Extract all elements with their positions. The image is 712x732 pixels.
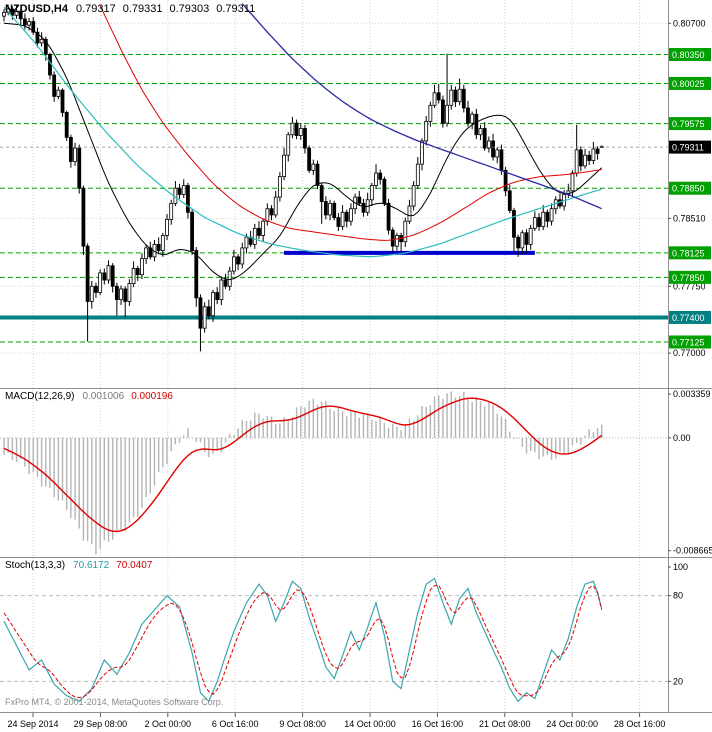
svg-text:0.80350: 0.80350 [672,50,705,60]
price-tag: 0.77850 [669,270,711,284]
svg-text:16 Oct 16:00: 16 Oct 16:00 [412,719,464,729]
svg-text:80: 80 [673,591,683,601]
svg-text:0.77850: 0.77850 [672,273,705,283]
svg-text:0.80025: 0.80025 [672,79,705,89]
stoch-signal-line [3,585,603,699]
svg-text:0.003359: 0.003359 [673,389,711,399]
time-axis[interactable]: 24 Sep 2014 29 Sep 08:00 2 Oct 00:00 6 Oct … [7,713,665,729]
svg-text:-0.008665: -0.008665 [673,546,712,556]
svg-text:0.77750: 0.77750 [673,281,706,291]
ma-black [3,22,603,281]
svg-text:100: 100 [673,562,688,572]
macd-panel[interactable] [0,391,668,555]
svg-text:29 Sep 08:00: 29 Sep 08:00 [74,719,128,729]
svg-text:0.79311: 0.79311 [672,143,704,153]
price-tag: 0.78125 [669,246,711,260]
panel-separators [0,0,712,713]
candles-layer[interactable] [2,4,604,352]
svg-text:0.80700: 0.80700 [673,18,706,28]
macd-signal-line [3,397,603,533]
svg-text:24 Oct 00:00: 24 Oct 00:00 [546,719,598,729]
stoch-panel[interactable] [0,577,668,703]
svg-text:0.77125: 0.77125 [672,337,705,347]
svg-text:0.79575: 0.79575 [672,119,705,129]
svg-text:6 Oct 16:00: 6 Oct 16:00 [212,719,259,729]
price-tag: 0.79575 [669,117,711,131]
svg-text:0.78850: 0.78850 [672,184,705,194]
svg-text:14 Oct 00:00: 14 Oct 00:00 [344,719,396,729]
svg-text:24 Sep 2014: 24 Sep 2014 [7,719,58,729]
svg-text:0.77000: 0.77000 [673,348,706,358]
svg-text:0.78510: 0.78510 [673,214,706,224]
price-tag: 0.78850 [669,181,711,195]
price-tag: 0.80350 [669,47,711,61]
svg-text:0.78125: 0.78125 [672,248,705,258]
svg-text:2 Oct 00:00: 2 Oct 00:00 [145,719,192,729]
ma-blue [241,3,602,210]
price-tag: 0.79311 [669,140,711,154]
price-tag: 0.77125 [669,335,711,349]
svg-text:9 Oct 08:00: 9 Oct 08:00 [279,719,326,729]
support-resistance-levels[interactable] [0,53,668,343]
svg-text:20: 20 [673,676,683,686]
ma-cyan [3,6,602,258]
svg-text:0.00: 0.00 [673,433,691,443]
stoch-main-line [3,577,603,703]
price-tag: 0.80025 [669,76,711,90]
svg-text:0.77400: 0.77400 [672,313,705,323]
price-axis[interactable]: 0.80700 0.78510 0.77750 0.77000 0.80350 0.800… [668,18,712,686]
ma-red [99,5,602,241]
moving-averages [3,3,603,281]
price-tag: 0.77400 [669,310,711,324]
svg-text:21 Oct 08:00: 21 Oct 08:00 [479,719,531,729]
svg-text:28 Oct 16:00: 28 Oct 16:00 [614,719,666,729]
